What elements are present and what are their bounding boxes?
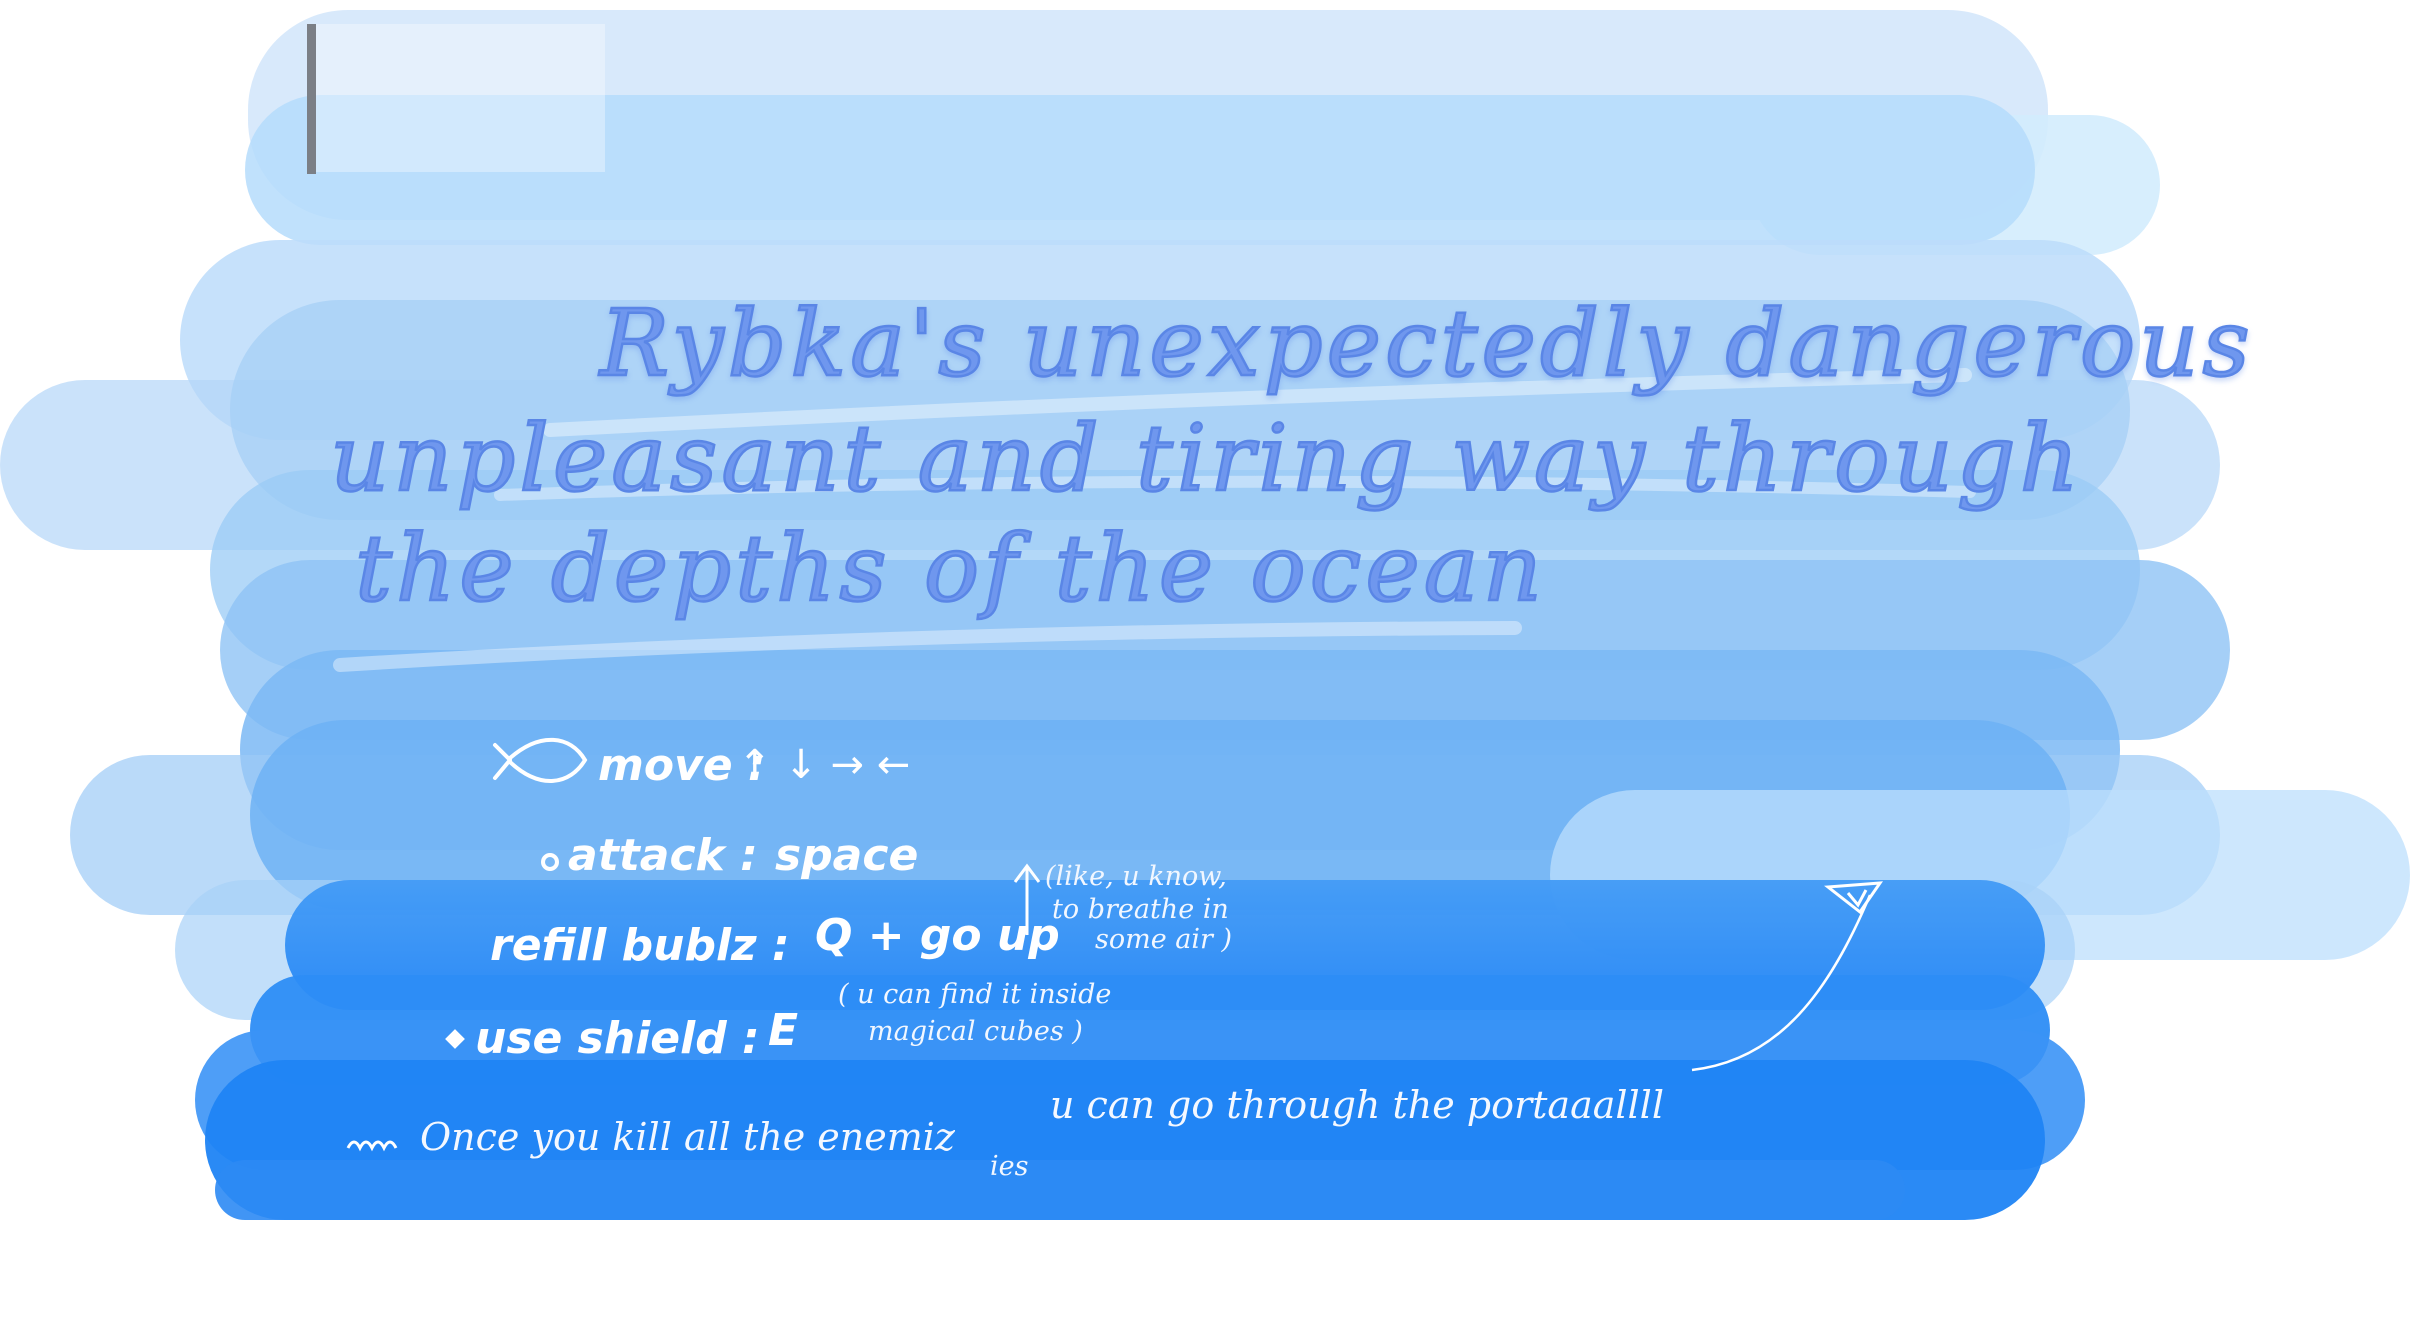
move-label: move : [598, 740, 766, 791]
refill-note-2: to breathe in [1052, 894, 1229, 925]
shield-icon [445, 1029, 465, 1049]
control-shield: use shield : E ( u can find it inside ma… [445, 979, 1111, 1064]
title-line-3: the depths of the ocean [355, 515, 1546, 622]
refill-key: Q + go up [815, 910, 1060, 961]
attack-label: attack : [568, 830, 758, 881]
shield-label: use shield : [475, 1013, 760, 1064]
footer-text-part2: u can go through the portaaallll [1050, 1083, 1664, 1127]
attack-key: space [775, 830, 918, 881]
shield-note-2: magical cubes ) [868, 1016, 1083, 1047]
refill-note-1: (like, u know, [1045, 861, 1227, 892]
footer-text-part1: Once you kill all the enemiz [420, 1115, 956, 1159]
shield-key: E [768, 1005, 798, 1056]
bubble-icon [541, 853, 559, 871]
title-line-2: unpleasant and tiring way through [330, 405, 2083, 512]
control-attack: attack : space [541, 830, 918, 881]
refill-note-3: some air ) [1095, 924, 1232, 955]
frame-corner [307, 24, 605, 174]
move-keys: ↑ ↓ → ← [738, 742, 910, 788]
ocean-wash-background [0, 10, 2410, 1220]
arrow-up-icon [1013, 863, 1041, 935]
footer-text-fix: ies [990, 1151, 1028, 1182]
shield-note-1: ( u can find it inside [838, 979, 1111, 1010]
svg-text:Rybka's unexpectedly dangerous: Rybka's unexpectedly dangerous [598, 293, 2254, 400]
control-refill: refill bublz : Q + go up (like, u know, … [490, 861, 1232, 971]
portal-icon [1824, 881, 1884, 915]
refill-label: refill bublz : [490, 920, 790, 971]
wave-icon [346, 1140, 398, 1152]
portal-arrow [1691, 894, 1872, 1072]
title-line-1: Rybka's unexpectedly dangerous [598, 290, 2254, 397]
footer-instruction: Once you kill all the enemiz ies u can g… [346, 881, 1884, 1182]
control-move: move : ↑ ↓ → ← [493, 737, 910, 791]
game-title: Rybka's unexpectedly dangerous [597, 292, 2254, 402]
fish-icon [493, 737, 588, 783]
